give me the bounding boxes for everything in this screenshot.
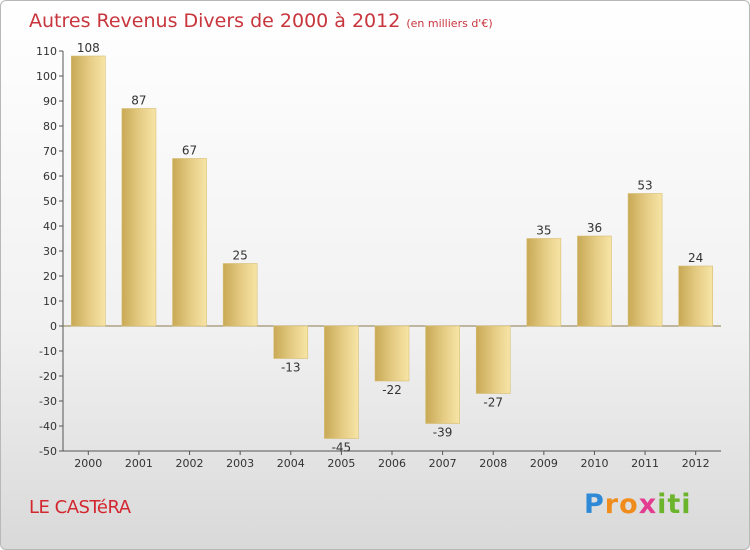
y-tick-label: -20: [39, 370, 57, 383]
bar-2012: [678, 265, 713, 327]
y-tick-label: 80: [43, 120, 57, 133]
y-tick-label: 20: [43, 270, 57, 283]
chart-title: Autres Revenus Divers de 2000 à 2012: [29, 10, 401, 32]
y-tick-label: -10: [39, 345, 57, 358]
bar-2005: [324, 325, 359, 439]
y-tick-label: 0: [50, 320, 57, 333]
x-tick-label: 2005: [327, 457, 355, 470]
x-tick-label: 2011: [631, 457, 659, 470]
x-tick-label: 2000: [74, 457, 102, 470]
x-tick-label: 2008: [479, 457, 507, 470]
logo-letter: r: [604, 489, 620, 520]
bar-2006: [374, 325, 410, 382]
data-label-2007: -39: [433, 426, 453, 440]
data-label-2002: 67: [182, 144, 197, 158]
data-label-2004: -13: [281, 361, 301, 375]
y-tick-label: 10: [43, 295, 57, 308]
data-label-2003: 25: [233, 249, 248, 263]
place-name: LE CASTéRA: [29, 497, 131, 518]
x-tick-label: 2007: [429, 457, 457, 470]
bar-2003: [222, 263, 258, 327]
x-tick-label: 2001: [125, 457, 153, 470]
data-label-2012: 24: [688, 251, 703, 265]
data-label-2008: -27: [483, 396, 503, 410]
bar-2007: [425, 325, 460, 424]
data-label-2011: 53: [637, 179, 652, 193]
data-label-2001: 87: [131, 94, 146, 108]
x-tick-label: 2004: [277, 457, 305, 470]
x-tick-label: 2003: [226, 457, 254, 470]
data-label-2006: -22: [382, 383, 402, 397]
bar-2004: [273, 325, 309, 359]
x-tick-label: 2010: [580, 457, 608, 470]
x-tick-label: 2002: [176, 457, 204, 470]
logo-letter: i: [681, 489, 692, 520]
y-tick-label: 70: [43, 145, 57, 158]
chart-subtitle: (en milliers d'€): [406, 17, 493, 30]
y-tick-label: 50: [43, 195, 57, 208]
logo-letter: P: [584, 489, 605, 520]
bar-2002: [172, 158, 207, 327]
data-label-2010: 36: [587, 221, 602, 235]
logo-letter: o: [619, 489, 639, 520]
y-tick-label: -40: [39, 420, 57, 433]
bar-2011: [627, 193, 663, 327]
proxiti-logo: Proxiti: [584, 489, 692, 520]
bar-2001: [121, 108, 157, 327]
y-tick-label: -30: [39, 395, 57, 408]
x-tick-label: 2009: [530, 457, 558, 470]
data-label-2005: -45: [332, 441, 352, 455]
logo-letter: x: [638, 489, 658, 520]
y-tick-label: 40: [43, 220, 57, 233]
title-row: Autres Revenus Divers de 2000 à 2012 (en …: [29, 10, 493, 32]
logo-letter: t: [667, 489, 682, 520]
x-tick-label: 2012: [682, 457, 710, 470]
y-tick-label: 110: [36, 45, 57, 58]
y-tick-label: 60: [43, 170, 57, 183]
logo-letter: i: [657, 489, 668, 520]
bar-2008: [475, 325, 511, 394]
y-tick-label: -50: [39, 445, 57, 458]
data-label-2009: 35: [536, 224, 551, 238]
y-tick-label: 30: [43, 245, 57, 258]
y-tick-label: 100: [36, 70, 57, 83]
bar-2000: [71, 55, 106, 327]
data-label-2000: 108: [77, 41, 100, 55]
bar-2009: [526, 238, 562, 327]
y-tick-label: 90: [43, 95, 57, 108]
x-tick-label: 2006: [378, 457, 406, 470]
bar-2010: [577, 235, 612, 327]
